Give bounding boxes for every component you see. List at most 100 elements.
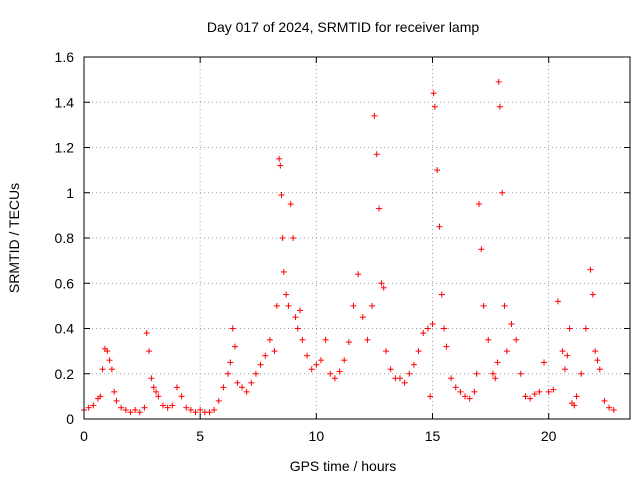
data-point: [141, 404, 148, 411]
x-tick-label: 10: [309, 428, 325, 444]
data-point: [430, 90, 437, 97]
data-point: [350, 302, 357, 309]
data-point: [517, 370, 524, 377]
data-point: [478, 246, 485, 253]
data-point: [531, 391, 538, 398]
data-point: [183, 404, 190, 411]
data-point: [415, 348, 422, 355]
data-point: [473, 370, 480, 377]
data-point: [578, 370, 585, 377]
y-tick-label: 1.4: [55, 94, 75, 110]
y-tick-label: 0.2: [55, 366, 75, 382]
x-tick-label: 15: [425, 428, 441, 444]
chart-title: Day 017 of 2024, SRMTID for receiver lam…: [207, 19, 480, 35]
data-point: [290, 235, 297, 241]
data-point: [278, 192, 285, 199]
data-point: [90, 402, 97, 409]
data-point: [169, 402, 176, 409]
data-point: [355, 271, 362, 278]
data-point: [380, 284, 387, 291]
data-point: [434, 167, 441, 174]
data-point: [466, 395, 473, 402]
data-point: [106, 357, 113, 364]
data-point: [287, 201, 294, 208]
data-point: [401, 379, 408, 386]
data-point: [550, 386, 557, 393]
data-point: [489, 370, 496, 377]
data-point: [554, 298, 561, 305]
data-point: [313, 361, 320, 368]
data-point: [606, 404, 613, 411]
y-axis-label: SRMTID / TECUs: [6, 183, 22, 293]
data-point: [273, 302, 280, 309]
data-point: [136, 409, 143, 416]
x-tick-label: 5: [196, 428, 204, 444]
data-point: [220, 384, 227, 391]
data-point: [462, 393, 469, 400]
data-point: [211, 406, 218, 413]
data-point: [427, 393, 434, 400]
data-point: [410, 361, 417, 368]
data-point: [132, 406, 139, 413]
data-point: [257, 361, 264, 368]
data-point: [371, 112, 378, 119]
data-point: [496, 103, 503, 110]
tick-layer: 0 0.2 0.4 0.6 0.8 1 1.2 1.4 1.6 0 5 10 15 20: [55, 49, 630, 444]
data-point: [299, 336, 306, 343]
data-point: [197, 406, 204, 413]
data-point: [424, 325, 431, 332]
y-tick-label: 1: [66, 185, 74, 201]
data-point: [178, 393, 185, 400]
data-point: [471, 388, 478, 395]
data-point: [545, 388, 552, 395]
data-point: [279, 235, 286, 241]
data-point: [225, 370, 232, 377]
data-point: [283, 291, 290, 298]
data-point: [406, 370, 413, 377]
data-point: [508, 320, 515, 327]
data-point: [308, 366, 315, 373]
data-point: [420, 330, 427, 337]
data-point: [294, 325, 301, 332]
data-point: [280, 268, 287, 275]
data-point: [443, 343, 450, 350]
data-point: [164, 404, 171, 411]
data-point: [587, 266, 594, 273]
data-point: [262, 352, 269, 359]
y-tick-label: 1.6: [55, 49, 75, 65]
data-point: [99, 366, 106, 373]
data-point: [480, 302, 487, 309]
data-point: [571, 402, 578, 409]
data-point: [159, 402, 166, 409]
data-point: [341, 357, 348, 364]
data-point: [429, 320, 436, 327]
data-point: [383, 348, 390, 355]
x-axis-label: GPS time / hours: [290, 458, 397, 474]
data-point: [376, 205, 383, 212]
data-point: [373, 151, 380, 158]
data-point: [276, 155, 283, 162]
data-point: [536, 388, 543, 395]
data-point: [596, 366, 603, 373]
data-point: [229, 325, 236, 332]
y-tick-label: 0.6: [55, 275, 75, 291]
data-point: [601, 397, 608, 404]
data-point: [369, 302, 376, 309]
data-point: [499, 189, 506, 196]
data-point: [234, 379, 241, 386]
data-point: [155, 393, 162, 400]
data-point: [192, 409, 199, 416]
data-point: [582, 325, 589, 332]
data-point: [452, 384, 459, 391]
data-point: [317, 357, 324, 364]
data-point: [559, 348, 566, 355]
data-point: [378, 280, 385, 287]
data-point: [266, 336, 273, 343]
data-point: [541, 359, 548, 366]
data-point: [495, 78, 502, 85]
data-point: [215, 397, 222, 404]
data-point: [564, 352, 571, 359]
data-point: [494, 359, 501, 366]
